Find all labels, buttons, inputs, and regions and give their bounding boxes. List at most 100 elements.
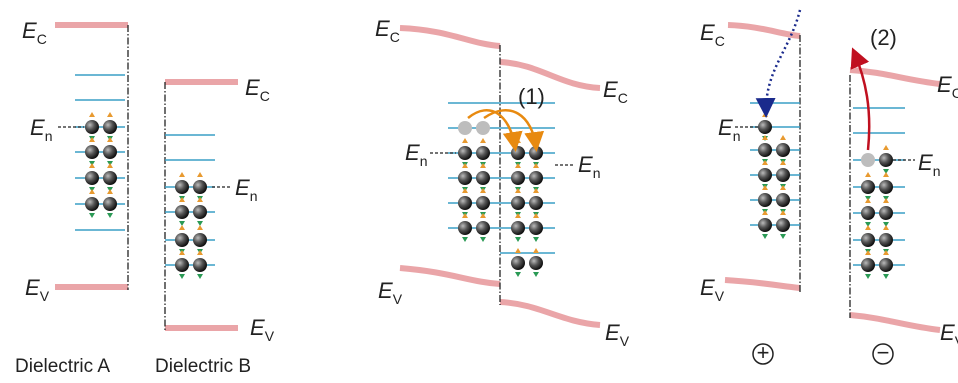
spin: [883, 250, 889, 255]
spin: [515, 248, 521, 253]
label: EC: [937, 72, 958, 101]
charge: −: [877, 340, 890, 365]
spin: [533, 188, 539, 193]
label: En: [718, 115, 740, 144]
electron: [175, 180, 189, 194]
injection-arrow: [766, 10, 800, 113]
electron: [776, 218, 790, 232]
spin: [480, 163, 486, 168]
electron: [879, 258, 893, 272]
spin: [762, 185, 768, 190]
band-edge: [500, 302, 600, 325]
electron: [879, 153, 893, 167]
spin: [883, 172, 889, 177]
spin: [179, 197, 185, 202]
electron: [175, 205, 189, 219]
electron: [511, 171, 525, 185]
electron: [476, 171, 490, 185]
electron: [103, 197, 117, 211]
spin: [533, 237, 539, 242]
electron: [758, 218, 772, 232]
spin: [89, 213, 95, 218]
spin: [780, 185, 786, 190]
spin: [780, 160, 786, 165]
spin: [515, 213, 521, 218]
spin: [780, 210, 786, 215]
electron: [861, 233, 875, 247]
spin: [480, 213, 486, 218]
electron: [529, 221, 543, 235]
electron: [758, 120, 772, 134]
electron: [175, 258, 189, 272]
spin: [107, 112, 113, 117]
label: EV: [378, 278, 403, 307]
spin: [762, 234, 768, 239]
label: EV: [250, 315, 275, 344]
electron: [879, 180, 893, 194]
electron: [511, 196, 525, 210]
label: EC: [375, 16, 400, 45]
electron: [103, 120, 117, 134]
spin: [480, 138, 486, 143]
spin: [883, 198, 889, 203]
electron: [85, 197, 99, 211]
electron: [529, 171, 543, 185]
electron: [879, 206, 893, 220]
labels: EC En EV EC En EV EC EC En En EV EV EC E…: [15, 16, 958, 377]
electron: [193, 233, 207, 247]
spin: [462, 188, 468, 193]
spin: [762, 112, 768, 117]
shapes: [55, 10, 940, 330]
spin: [197, 274, 203, 279]
label: En: [578, 152, 600, 181]
electron: [458, 121, 472, 135]
electron: [879, 233, 893, 247]
electron: [758, 168, 772, 182]
spin: [107, 213, 113, 218]
electron: [175, 233, 189, 247]
electron: [529, 146, 543, 160]
spin: [107, 137, 113, 142]
label: EC: [245, 75, 270, 104]
spin: [533, 213, 539, 218]
spin: [197, 172, 203, 177]
band-edge: [728, 25, 800, 36]
band-diagram: EC En EV EC En EV EC EC En En EV EV EC E…: [0, 0, 958, 383]
spin: [865, 198, 871, 203]
spin: [480, 188, 486, 193]
electron: [529, 196, 543, 210]
electron: [529, 256, 543, 270]
electron: [85, 120, 99, 134]
electron: [458, 221, 472, 235]
electron: [776, 193, 790, 207]
caption: Dielectric B: [155, 356, 251, 377]
electron: [476, 121, 490, 135]
spin: [197, 250, 203, 255]
electron: [458, 196, 472, 210]
spin: [107, 163, 113, 168]
label: EV: [25, 275, 50, 304]
electron: [511, 146, 525, 160]
spin: [762, 210, 768, 215]
electron: [193, 205, 207, 219]
label: En: [918, 150, 940, 179]
spin: [462, 237, 468, 242]
electron: [511, 256, 525, 270]
label: EC: [22, 18, 47, 47]
electron: [861, 180, 875, 194]
marker: (1): [518, 84, 545, 109]
electron: [758, 143, 772, 157]
band-edge: [725, 280, 800, 288]
spin: [883, 225, 889, 230]
band-edge: [850, 315, 940, 330]
spin: [883, 274, 889, 279]
spin: [865, 274, 871, 279]
spin: [533, 163, 539, 168]
spin: [780, 234, 786, 239]
spin: [762, 160, 768, 165]
spin: [107, 189, 113, 194]
spin: [533, 248, 539, 253]
label: EV: [940, 320, 958, 349]
electron: [193, 258, 207, 272]
electron: [511, 221, 525, 235]
